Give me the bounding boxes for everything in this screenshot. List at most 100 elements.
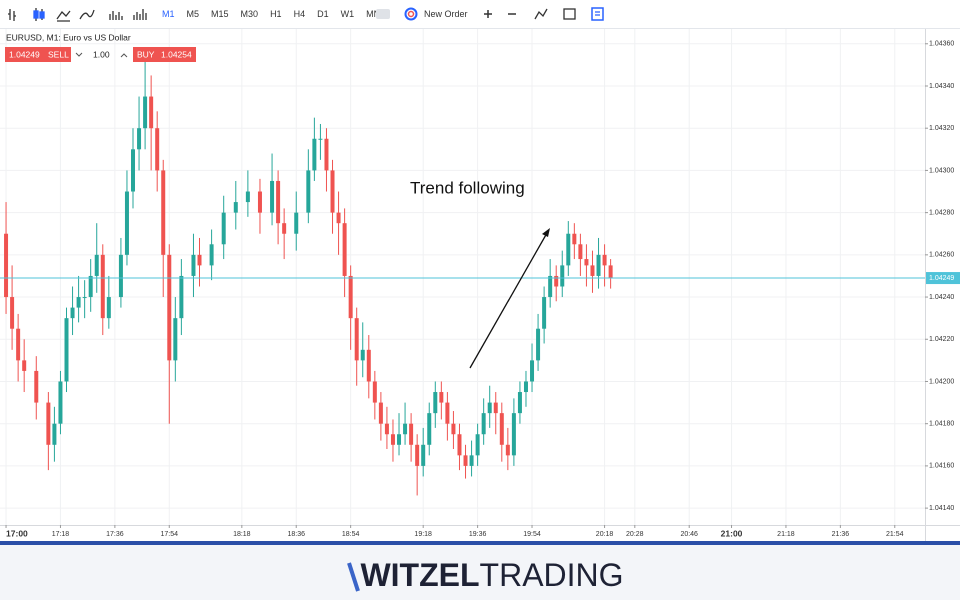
timeframes: M1 M5 M15 M30 H1 H4 D1 W1 MN (162, 9, 380, 19)
candle-body (487, 402, 492, 414)
candle-body (366, 349, 371, 382)
timeframe[interactable]: M15 (211, 9, 229, 19)
template[interactable] (591, 7, 604, 21)
volume[interactable]: 1.00 (93, 49, 110, 59)
histogram-icon[interactable] (109, 11, 123, 20)
candle-icon-body (39, 11, 45, 19)
timeframe[interactable]: MN (366, 9, 380, 19)
timeframe[interactable]: M5 (187, 9, 200, 19)
timeframe[interactable]: W1 (341, 9, 355, 19)
candle-body (257, 191, 262, 213)
timeframe[interactable]: H1 (270, 9, 282, 19)
y-tick-label: 1.04340 (929, 83, 954, 90)
sell-button[interactable] (5, 47, 71, 62)
x-tick-label: 18:36 (287, 531, 305, 538)
sell-price[interactable]: 1.04249 (9, 49, 40, 59)
candle-body (330, 170, 335, 213)
candle-body (596, 254, 601, 276)
candle-body (94, 254, 99, 276)
candle-body (34, 370, 39, 403)
candle-body (451, 423, 456, 435)
arrow-head (542, 228, 550, 237)
candle-body (517, 392, 522, 414)
y-tick-label: 1.04220 (929, 336, 954, 343)
buy-button[interactable] (133, 47, 196, 62)
candle-body (554, 275, 559, 287)
candle-body (548, 275, 553, 298)
bar-icon[interactable] (8, 9, 16, 21)
timeframe[interactable]: H4 (294, 9, 306, 19)
line-icon[interactable] (79, 9, 95, 20)
candle-body (124, 191, 129, 255)
candle-body (469, 455, 474, 466)
y-tick-label: 1.04280 (929, 209, 954, 216)
candle-body (475, 434, 480, 456)
candle-body (209, 244, 214, 266)
candle-body (118, 254, 123, 298)
new-order[interactable]: New Order (424, 9, 468, 19)
candle-body (378, 402, 383, 424)
candle-body (372, 381, 377, 403)
y-tick-label: 1.04180 (929, 421, 954, 428)
sell-label[interactable]: SELL (48, 49, 69, 59)
candle-body (427, 413, 432, 445)
candle-body (16, 328, 21, 361)
zoom-in[interactable] (484, 10, 492, 18)
candle-body (360, 349, 365, 361)
candle-body (457, 434, 462, 456)
timeframe[interactable]: M30 (241, 9, 259, 19)
indicators[interactable] (534, 8, 548, 20)
x-tick-label: 20:18 (596, 531, 614, 538)
current-price-label: 1.04249 (929, 275, 954, 282)
logo-accent (347, 562, 360, 592)
candle-body (542, 297, 547, 329)
candle-body (270, 180, 275, 213)
candle-body (4, 233, 9, 298)
y-tick-label: 1.04200 (929, 378, 954, 385)
chart: 1.04140 1.04160 1.04180 1.04200 1.04220 1.042… (0, 29, 960, 541)
candle-body (191, 254, 196, 276)
toolbar: M1 M5 M15 M30 H1 H4 D1 W1 MN New Order (0, 7, 960, 29)
candle-body (354, 318, 359, 361)
footer-bar (0, 541, 960, 545)
x-tick-label: 18:54 (342, 531, 360, 538)
chart-title: EURUSD, M1: Euro vs US Dollar (6, 32, 131, 42)
candle-body (173, 318, 178, 361)
candle-body (306, 170, 311, 213)
timeframe[interactable]: M1 (162, 9, 175, 19)
candle-body (590, 265, 595, 276)
candle-body (421, 444, 426, 466)
area-icon[interactable] (56, 10, 71, 22)
candle-body (566, 233, 571, 266)
candles (0, 60, 925, 496)
buy-label[interactable]: BUY (137, 49, 155, 59)
candle-body (282, 223, 287, 234)
candle-body (276, 180, 281, 224)
x-tick-label: 20:28 (626, 531, 644, 538)
candle-body (245, 191, 250, 203)
y-tick-label: 1.04300 (929, 167, 954, 174)
candle-body (578, 244, 583, 260)
new-order-icon[interactable] (404, 7, 418, 21)
volume-down[interactable] (75, 52, 83, 57)
one-click-icon[interactable] (376, 9, 390, 19)
buy-price[interactable]: 1.04254 (161, 49, 192, 59)
y-tick-label: 1.04360 (929, 41, 954, 48)
candle-body (602, 254, 607, 266)
candle-body (409, 423, 414, 445)
candle-body (58, 381, 63, 424)
x-tick-label: 19:36 (469, 531, 487, 538)
calendar[interactable] (563, 8, 576, 20)
candle-body (384, 423, 389, 435)
candle-icon-body (33, 10, 39, 19)
x-tick-label: 18:18 (233, 531, 251, 538)
volume-up[interactable] (120, 53, 128, 58)
timeframe[interactable]: D1 (317, 9, 329, 19)
candle-body (131, 149, 136, 192)
logo-part: WITZEL (360, 557, 479, 593)
volume-icon[interactable] (133, 9, 147, 20)
x-tick-label: 21:18 (777, 531, 795, 538)
x-tick-label: 17:18 (52, 531, 70, 538)
